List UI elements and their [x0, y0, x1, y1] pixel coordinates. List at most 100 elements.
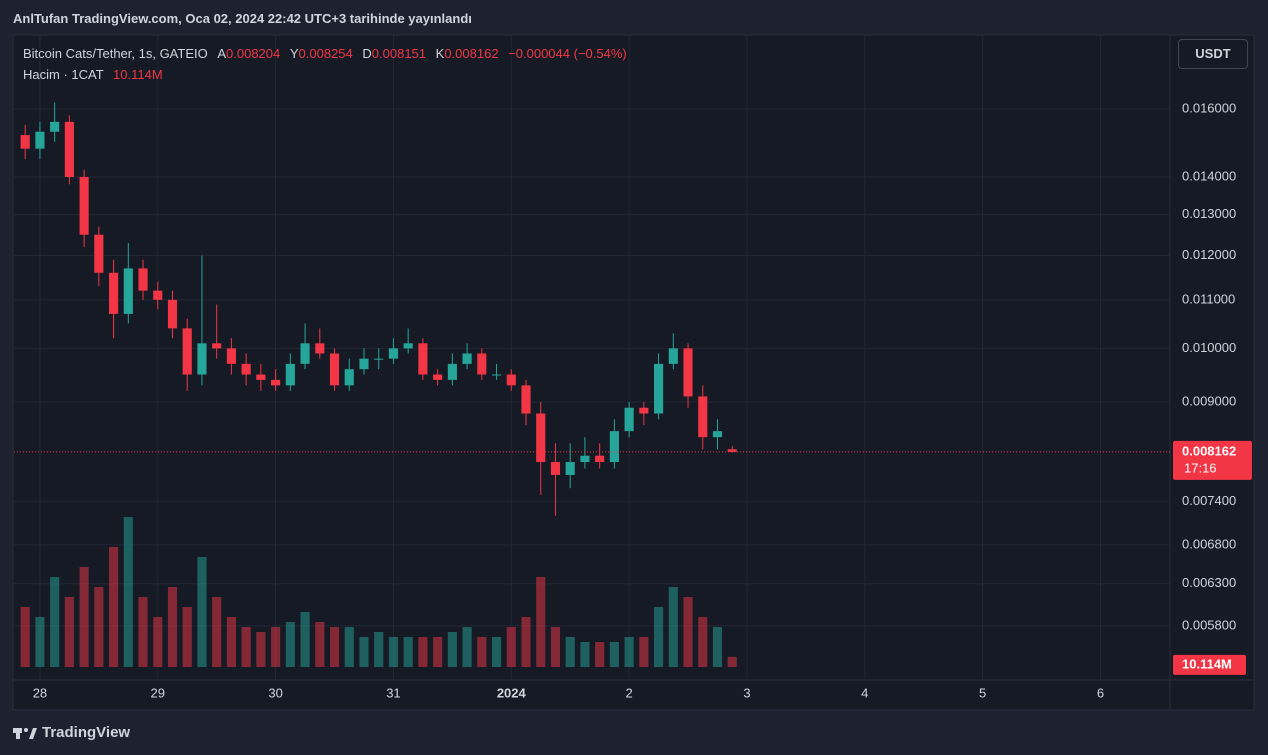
ohlc-value: 0.008204 — [226, 46, 281, 61]
x-tick-label: 31 — [386, 685, 400, 700]
volume-bar — [64, 597, 74, 667]
candle-body — [123, 268, 133, 314]
volume-bar — [256, 632, 266, 667]
candle-body — [521, 385, 531, 414]
candle-body — [698, 396, 708, 438]
x-tick-label: 28 — [33, 685, 47, 700]
candle-body — [35, 131, 45, 149]
volume-bar — [477, 637, 487, 667]
ohlc-letter: A — [217, 46, 227, 61]
y-tick-label: 0.006300 — [1182, 575, 1236, 590]
volume-bar — [315, 622, 325, 667]
candle-body — [388, 348, 399, 359]
volume-title: Hacim · 1CAT — [23, 67, 104, 82]
volume-bar — [109, 547, 119, 667]
y-tick-label: 0.014000 — [1182, 168, 1236, 183]
volume-bar — [521, 617, 531, 667]
volume-bar — [491, 637, 502, 667]
x-tick-label: 4 — [861, 685, 868, 700]
y-tick-label: 0.005800 — [1182, 617, 1236, 632]
volume-bar — [79, 567, 89, 667]
volume-bar — [285, 622, 295, 667]
volume-bar — [300, 612, 310, 667]
candle-body — [344, 369, 354, 386]
volume-bar — [94, 587, 104, 667]
candle-body — [374, 358, 384, 360]
candle-body — [153, 290, 163, 300]
volume-legend: Hacim · 1CAT 10.114M — [23, 67, 163, 82]
candle-body — [447, 363, 457, 380]
ohlc-letter: D — [362, 46, 372, 61]
candle-body — [300, 343, 310, 364]
price-label: 0.008162 — [1182, 443, 1236, 458]
candle-body — [580, 455, 590, 463]
candle-body — [565, 462, 575, 475]
volume-bar — [241, 627, 251, 667]
x-tick-label: 2 — [626, 685, 633, 700]
change: −0.000044 — [508, 46, 571, 61]
volume-bar — [654, 607, 664, 667]
volume-bar — [727, 656, 737, 667]
volume-bar — [639, 637, 649, 667]
volume-bar — [580, 642, 590, 667]
volume-bar — [388, 637, 399, 667]
y-tick-label: 0.010000 — [1182, 340, 1236, 355]
candle-body — [668, 348, 678, 364]
volume-bar — [447, 632, 457, 667]
ohlc-legend: Bitcoin Cats/Tether, 1s, GATEIO A0.00820… — [23, 46, 627, 61]
candle-body — [683, 348, 693, 397]
volume-bar — [462, 627, 472, 667]
change-percent: (−0.54%) — [573, 46, 627, 61]
candle-body — [212, 343, 222, 349]
ohlc-letter: Y — [289, 46, 299, 61]
volume-bar — [506, 627, 516, 667]
candle-body — [329, 353, 340, 386]
y-tick-label: 0.011000 — [1182, 291, 1235, 306]
currency-button[interactable]: USDT — [1178, 39, 1248, 69]
volume-bar — [565, 637, 575, 667]
volume-bar — [197, 557, 207, 667]
ohlc-value: 0.008254 — [298, 46, 353, 61]
candle-body — [271, 379, 281, 386]
volume-bar — [271, 627, 281, 667]
candle-body — [197, 343, 207, 375]
volume-bar — [536, 577, 546, 667]
volume-bar — [550, 627, 561, 667]
candle-body — [315, 343, 325, 354]
candle-body — [241, 363, 251, 375]
volume-bar — [359, 637, 369, 667]
ohlc-value: 0.008151 — [371, 46, 427, 61]
price-badge — [1173, 440, 1252, 480]
y-tick-label: 0.016000 — [1182, 100, 1236, 115]
x-tick-label: 29 — [151, 685, 165, 700]
volume-bar — [182, 607, 192, 667]
volume-bar — [683, 597, 693, 667]
volume-bar — [123, 517, 133, 667]
candle-body — [50, 121, 60, 132]
volume-bar — [344, 627, 354, 667]
volume-bar — [374, 632, 384, 667]
candle-body — [506, 374, 516, 386]
volume-bar — [167, 587, 178, 667]
candle-body — [256, 374, 266, 380]
candle-body — [182, 328, 192, 375]
ohlc-letter: K — [435, 46, 445, 61]
candle-body — [79, 176, 89, 235]
candle-body — [462, 353, 472, 364]
x-tick-label: 2024 — [497, 685, 527, 700]
candle-body — [639, 407, 649, 414]
candle-body — [727, 449, 737, 452]
volume-axis-label: 10.114M — [1182, 656, 1232, 671]
candle-body — [64, 121, 74, 177]
candle-body — [138, 268, 148, 291]
volume-bar — [20, 607, 30, 667]
x-tick-label: 6 — [1097, 685, 1104, 700]
candle-body — [654, 363, 664, 414]
volume-bar — [624, 637, 634, 667]
x-tick-label: 5 — [979, 685, 986, 700]
volume-bar — [698, 617, 708, 667]
candle-body — [418, 343, 428, 375]
candle-body — [94, 234, 104, 273]
